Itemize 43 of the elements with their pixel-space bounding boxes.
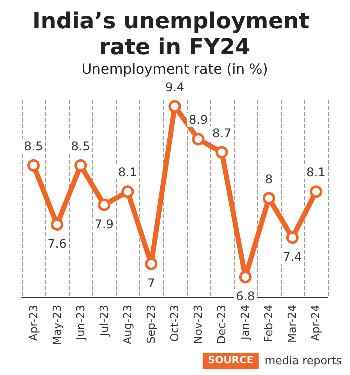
point [122,186,134,198]
x-tick-label: Aug-23 [121,305,134,344]
point [262,192,276,205]
data-label: 7.6 [48,237,67,252]
x-tick-label: Dec-23 [216,305,229,344]
data-label: 8.7 [212,126,232,140]
x-tick-label: May-23 [50,305,64,346]
x-tick-label: Apr-24 [310,305,323,342]
data-label: 7 [148,276,156,290]
data-label: 8.1 [118,166,138,180]
x-tick-label: Feb-24 [262,305,276,342]
point [28,159,40,172]
x-tick-label: Jul-23 [98,305,111,338]
text: media reports [264,354,342,368]
point [286,232,299,244]
data-label: 8.9 [188,113,208,128]
point [98,198,111,212]
data-label: 8 [265,172,273,186]
data-label: 9.4 [165,80,185,94]
point [51,218,64,232]
point [192,133,205,146]
point [145,258,158,270]
x-tick-label: Nov-23 [192,305,206,344]
x-tick-label: Jan-24 [239,305,252,341]
x-tick-label: Oct-23 [168,305,182,342]
x-tick-label: Jun-23 [74,305,88,342]
data-label: 7.4 [283,250,302,264]
point [239,271,252,284]
x-tick-label: Sep-23 [144,305,158,344]
data-label: 8.5 [71,139,90,154]
chart-subtitle: Unemployment rate (in %) [82,62,268,78]
data-label: 7.9 [94,217,114,232]
point [74,159,88,172]
data-label: 6.8 [236,290,256,304]
chart-title: India’s unemployment rate in FY24 [32,10,318,60]
data-label: 8.1 [306,166,326,180]
x-tick-label: Apr-23 [27,305,40,342]
point [168,100,182,113]
point [310,186,322,198]
text: SOURCE [208,356,254,366]
x-tick-label: Mar-24 [286,305,300,344]
point [216,146,228,159]
data-label: 8.5 [24,139,44,154]
